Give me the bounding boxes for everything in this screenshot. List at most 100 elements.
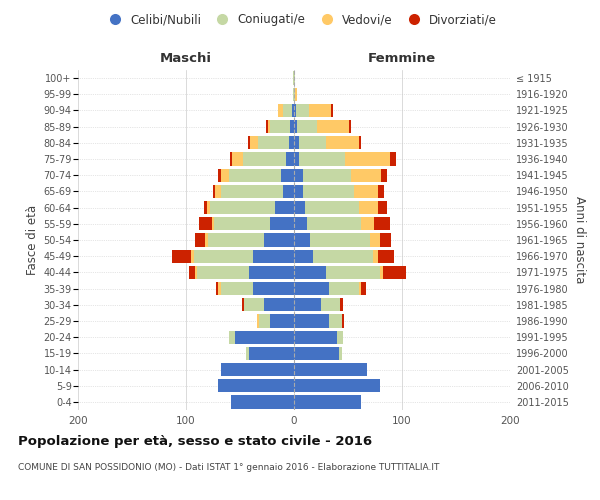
- Bar: [194, 234, 205, 246]
- Bar: [264, 298, 294, 312]
- Bar: [205, 201, 206, 214]
- Bar: [229, 168, 281, 182]
- Bar: [250, 136, 259, 149]
- Bar: [243, 152, 286, 166]
- Bar: [283, 104, 292, 117]
- Text: Popolazione per età, sesso e stato civile - 2016: Popolazione per età, sesso e stato civil…: [18, 435, 372, 448]
- Bar: [329, 314, 341, 328]
- Bar: [294, 234, 310, 246]
- Bar: [359, 201, 378, 214]
- Bar: [221, 168, 229, 182]
- Bar: [331, 104, 333, 117]
- Bar: [310, 234, 370, 246]
- Bar: [221, 185, 283, 198]
- Bar: [378, 185, 383, 198]
- Bar: [294, 185, 302, 198]
- Bar: [294, 104, 296, 117]
- Bar: [286, 152, 294, 166]
- Bar: [359, 136, 361, 149]
- Bar: [194, 266, 197, 279]
- Text: Femmine: Femmine: [368, 52, 436, 65]
- Bar: [378, 250, 394, 263]
- Bar: [380, 266, 383, 279]
- Bar: [305, 201, 359, 214]
- Bar: [355, 185, 378, 198]
- Bar: [189, 266, 194, 279]
- Bar: [299, 136, 326, 149]
- Bar: [294, 363, 367, 376]
- Bar: [290, 120, 294, 134]
- Bar: [191, 250, 194, 263]
- Bar: [266, 120, 268, 134]
- Bar: [349, 120, 351, 134]
- Bar: [218, 282, 221, 295]
- Bar: [361, 217, 374, 230]
- Bar: [248, 136, 250, 149]
- Bar: [244, 298, 264, 312]
- Legend: Celibi/Nubili, Coniugati/e, Vedovi/e, Divorziati/e: Celibi/Nubili, Coniugati/e, Vedovi/e, Di…: [98, 8, 502, 31]
- Bar: [294, 396, 361, 408]
- Bar: [326, 136, 359, 149]
- Bar: [294, 346, 340, 360]
- Bar: [294, 314, 329, 328]
- Bar: [218, 168, 221, 182]
- Bar: [307, 217, 361, 230]
- Bar: [390, 152, 395, 166]
- Bar: [259, 136, 289, 149]
- Bar: [296, 104, 309, 117]
- Bar: [361, 282, 367, 295]
- Bar: [313, 250, 373, 263]
- Bar: [326, 266, 380, 279]
- Bar: [242, 298, 244, 312]
- Bar: [270, 120, 290, 134]
- Bar: [294, 152, 299, 166]
- Bar: [197, 266, 248, 279]
- Text: Maschi: Maschi: [160, 52, 212, 65]
- Bar: [294, 298, 321, 312]
- Bar: [213, 185, 215, 198]
- Bar: [210, 201, 275, 214]
- Bar: [289, 136, 294, 149]
- Bar: [345, 152, 390, 166]
- Bar: [253, 250, 294, 263]
- Bar: [235, 330, 294, 344]
- Bar: [351, 168, 382, 182]
- Bar: [281, 168, 294, 182]
- Bar: [259, 314, 270, 328]
- Bar: [253, 282, 294, 295]
- Y-axis label: Anni di nascita: Anni di nascita: [573, 196, 586, 284]
- Bar: [380, 234, 391, 246]
- Bar: [216, 282, 218, 295]
- Bar: [297, 120, 317, 134]
- Bar: [295, 88, 297, 101]
- Bar: [302, 168, 351, 182]
- Bar: [248, 266, 294, 279]
- Bar: [215, 185, 221, 198]
- Bar: [337, 330, 343, 344]
- Bar: [294, 72, 295, 85]
- Bar: [294, 201, 305, 214]
- Bar: [321, 298, 340, 312]
- Bar: [299, 152, 345, 166]
- Bar: [293, 72, 294, 85]
- Bar: [317, 120, 349, 134]
- Bar: [294, 379, 380, 392]
- Bar: [214, 217, 270, 230]
- Bar: [264, 234, 294, 246]
- Bar: [232, 152, 243, 166]
- Bar: [205, 234, 208, 246]
- Bar: [218, 379, 294, 392]
- Bar: [383, 266, 406, 279]
- Bar: [247, 346, 248, 360]
- Text: COMUNE DI SAN POSSIDONIO (MO) - Dati ISTAT 1° gennaio 2016 - Elaborazione TUTTIT: COMUNE DI SAN POSSIDONIO (MO) - Dati IST…: [18, 462, 439, 471]
- Y-axis label: Fasce di età: Fasce di età: [26, 205, 39, 275]
- Bar: [257, 314, 259, 328]
- Bar: [382, 168, 387, 182]
- Bar: [294, 88, 295, 101]
- Bar: [194, 250, 253, 263]
- Bar: [293, 88, 294, 101]
- Bar: [221, 282, 253, 295]
- Bar: [270, 217, 294, 230]
- Bar: [275, 201, 294, 214]
- Bar: [292, 104, 294, 117]
